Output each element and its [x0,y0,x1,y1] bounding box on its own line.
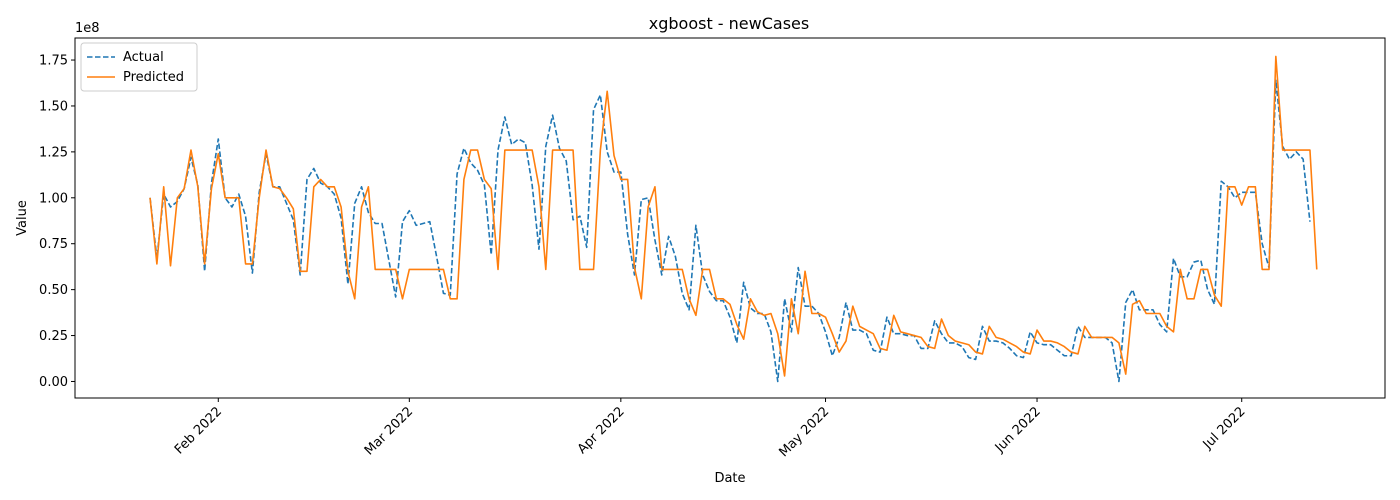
series-line-predicted [149,55,1318,377]
chart-title: xgboost - newCases [649,14,809,33]
series-layer [149,55,1318,383]
legend: Actual Predicted [80,42,198,92]
y-tick-label: 1.75 [39,54,68,69]
y-tick-label: 0.75 [39,237,68,252]
y-axis-title: Value [15,200,30,236]
legend-label-predicted: Predicted [123,70,184,85]
legend-label-actual: Actual [123,50,164,65]
y-scale-label: 1e8 [75,21,100,36]
y-axis: 0.00 0.25 0.50 0.75 1.00 1.25 1.50 1.75 [39,54,75,390]
y-tick-label: 0.50 [39,283,68,298]
y-tick-label: 0.25 [39,329,68,344]
y-tick-label: 1.50 [39,99,68,114]
x-axis-title: Date [714,471,745,486]
y-tick-label: 0.00 [39,375,68,390]
y-tick-label: 1.00 [39,191,68,206]
legend-box [80,42,198,92]
axes-frame [74,37,1386,399]
series-line-actual [149,79,1311,383]
plot-area [74,37,1386,399]
y-tick-label: 1.25 [39,145,68,160]
